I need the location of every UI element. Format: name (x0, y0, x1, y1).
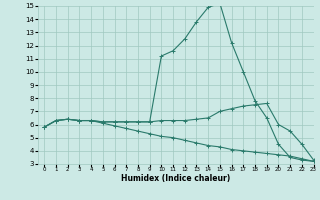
X-axis label: Humidex (Indice chaleur): Humidex (Indice chaleur) (121, 174, 231, 183)
